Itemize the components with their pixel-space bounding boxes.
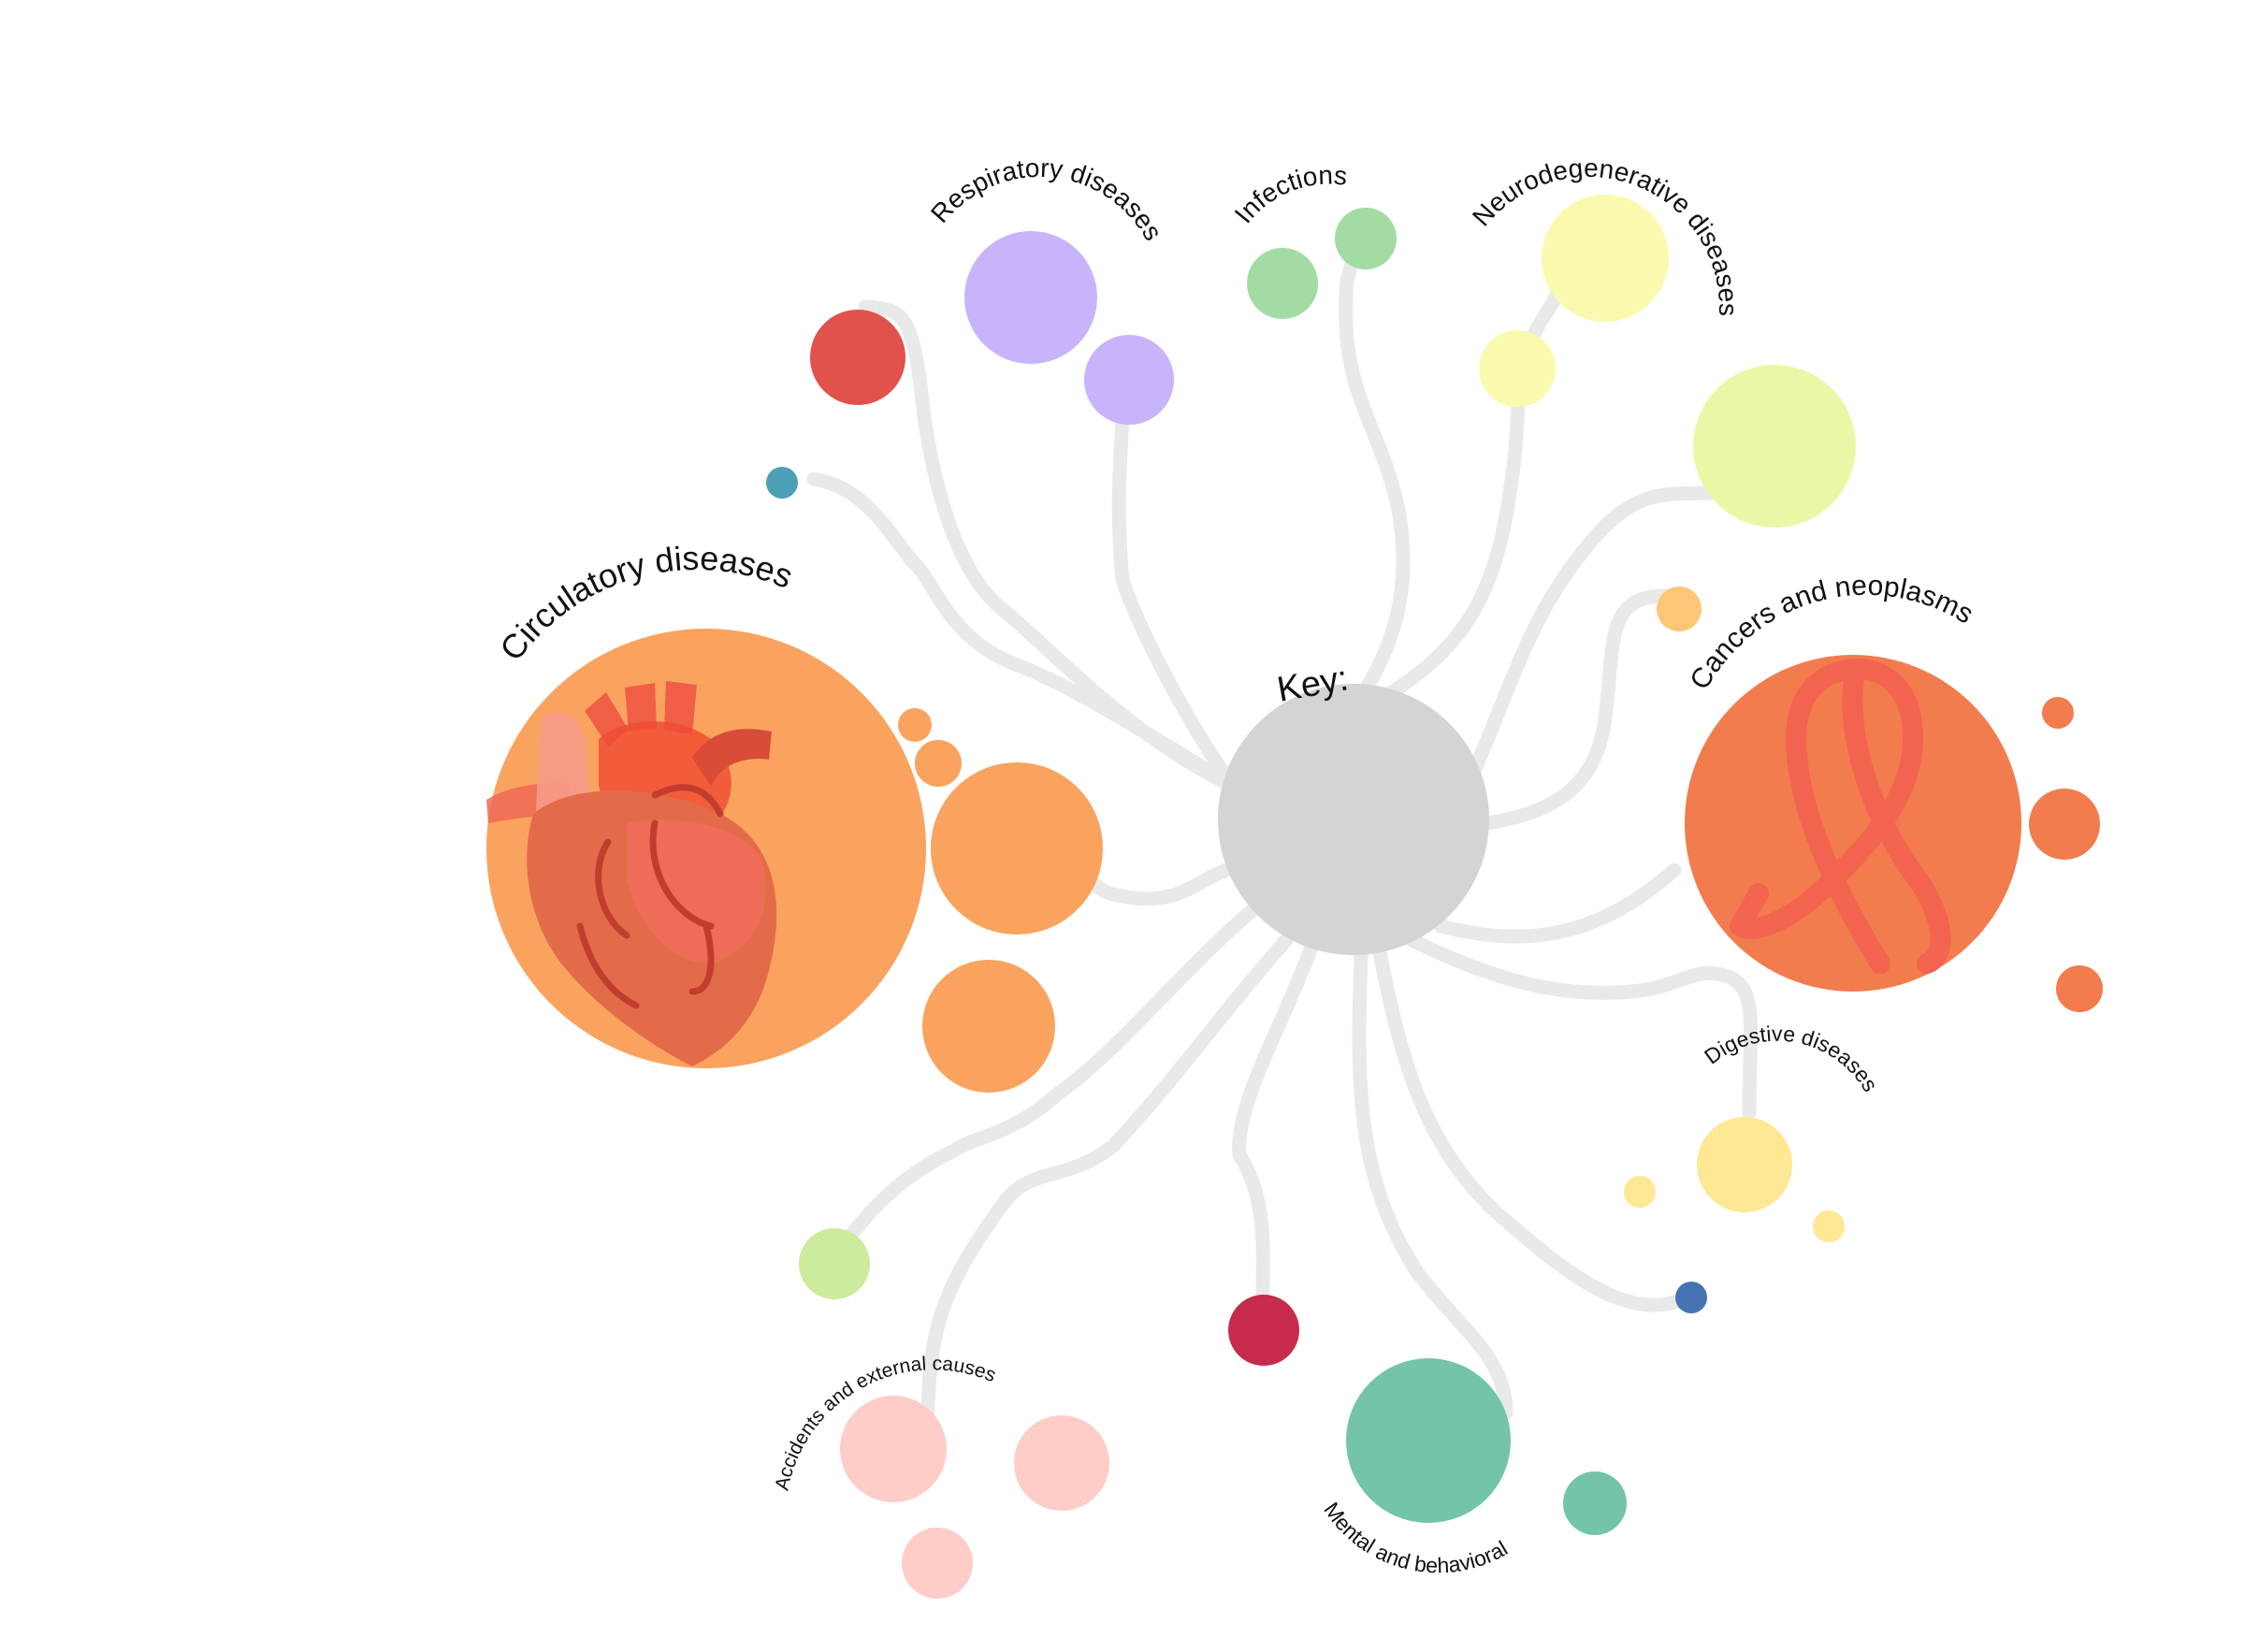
key-bubble: [1218, 684, 1489, 955]
label-digestive: Digestive diseases: [1700, 1022, 1883, 1096]
bubble-respiratory: [1084, 335, 1174, 425]
bubble-accidents: [1014, 1415, 1109, 1511]
bubble-infections: [1247, 248, 1318, 319]
bubble-cancers: [2056, 965, 2103, 1012]
bubble-digestive: [1624, 1176, 1656, 1208]
label-respiratory: Respiratory diseases: [925, 153, 1168, 246]
bubble-teal: [766, 467, 798, 499]
bubble-cancers: [2029, 789, 2100, 860]
connector-line: [1111, 413, 1240, 793]
connector-line: [825, 902, 1261, 1270]
bubble-crimson: [1228, 1295, 1299, 1366]
bubble-infections: [1335, 208, 1397, 269]
connector-line: [1352, 949, 1514, 1420]
bubble-red: [810, 310, 905, 405]
heart-icon: [486, 681, 777, 1066]
connector-line: [806, 471, 1240, 793]
connector-line: [1372, 945, 1699, 1312]
bubble-neurodegenerative: [1479, 330, 1556, 407]
bubble-digestive: [1697, 1117, 1792, 1212]
connector-line: [1339, 234, 1411, 704]
bubble-respiratory: [964, 231, 1097, 364]
connector-line: [1377, 284, 1565, 704]
connector-line: [919, 933, 1294, 1457]
bubble-mental: [1563, 1471, 1627, 1535]
bubble-mental: [1346, 1358, 1511, 1523]
connector-line: [1078, 862, 1235, 906]
bubble-cancers: [2042, 697, 2074, 729]
bubble-lime: [1693, 365, 1856, 528]
connector-line: [1480, 588, 1674, 831]
connector-line: [1232, 937, 1320, 1303]
bubble-circulatory: [922, 960, 1055, 1093]
bubble-light-green: [799, 1228, 870, 1299]
bubble-accidents: [902, 1528, 973, 1599]
connector-line: [1405, 933, 1759, 1121]
bubble-digestive: [1813, 1210, 1845, 1242]
bubble-light-orange: [1657, 587, 1702, 631]
connector-line: [1469, 485, 1738, 775]
bubble-accidents: [840, 1396, 947, 1502]
label-infections: Infections: [1229, 160, 1349, 228]
bubble-circulatory: [931, 762, 1103, 935]
bubble-neurodegenerative: [1542, 195, 1669, 322]
bubble-circulatory: [915, 740, 962, 787]
bubble-circulatory: [898, 708, 932, 742]
bubble-blue: [1675, 1282, 1707, 1313]
connector-lines: [806, 234, 1759, 1457]
ribbon-icon: [1730, 659, 1951, 974]
connector-line: [1433, 862, 1682, 944]
